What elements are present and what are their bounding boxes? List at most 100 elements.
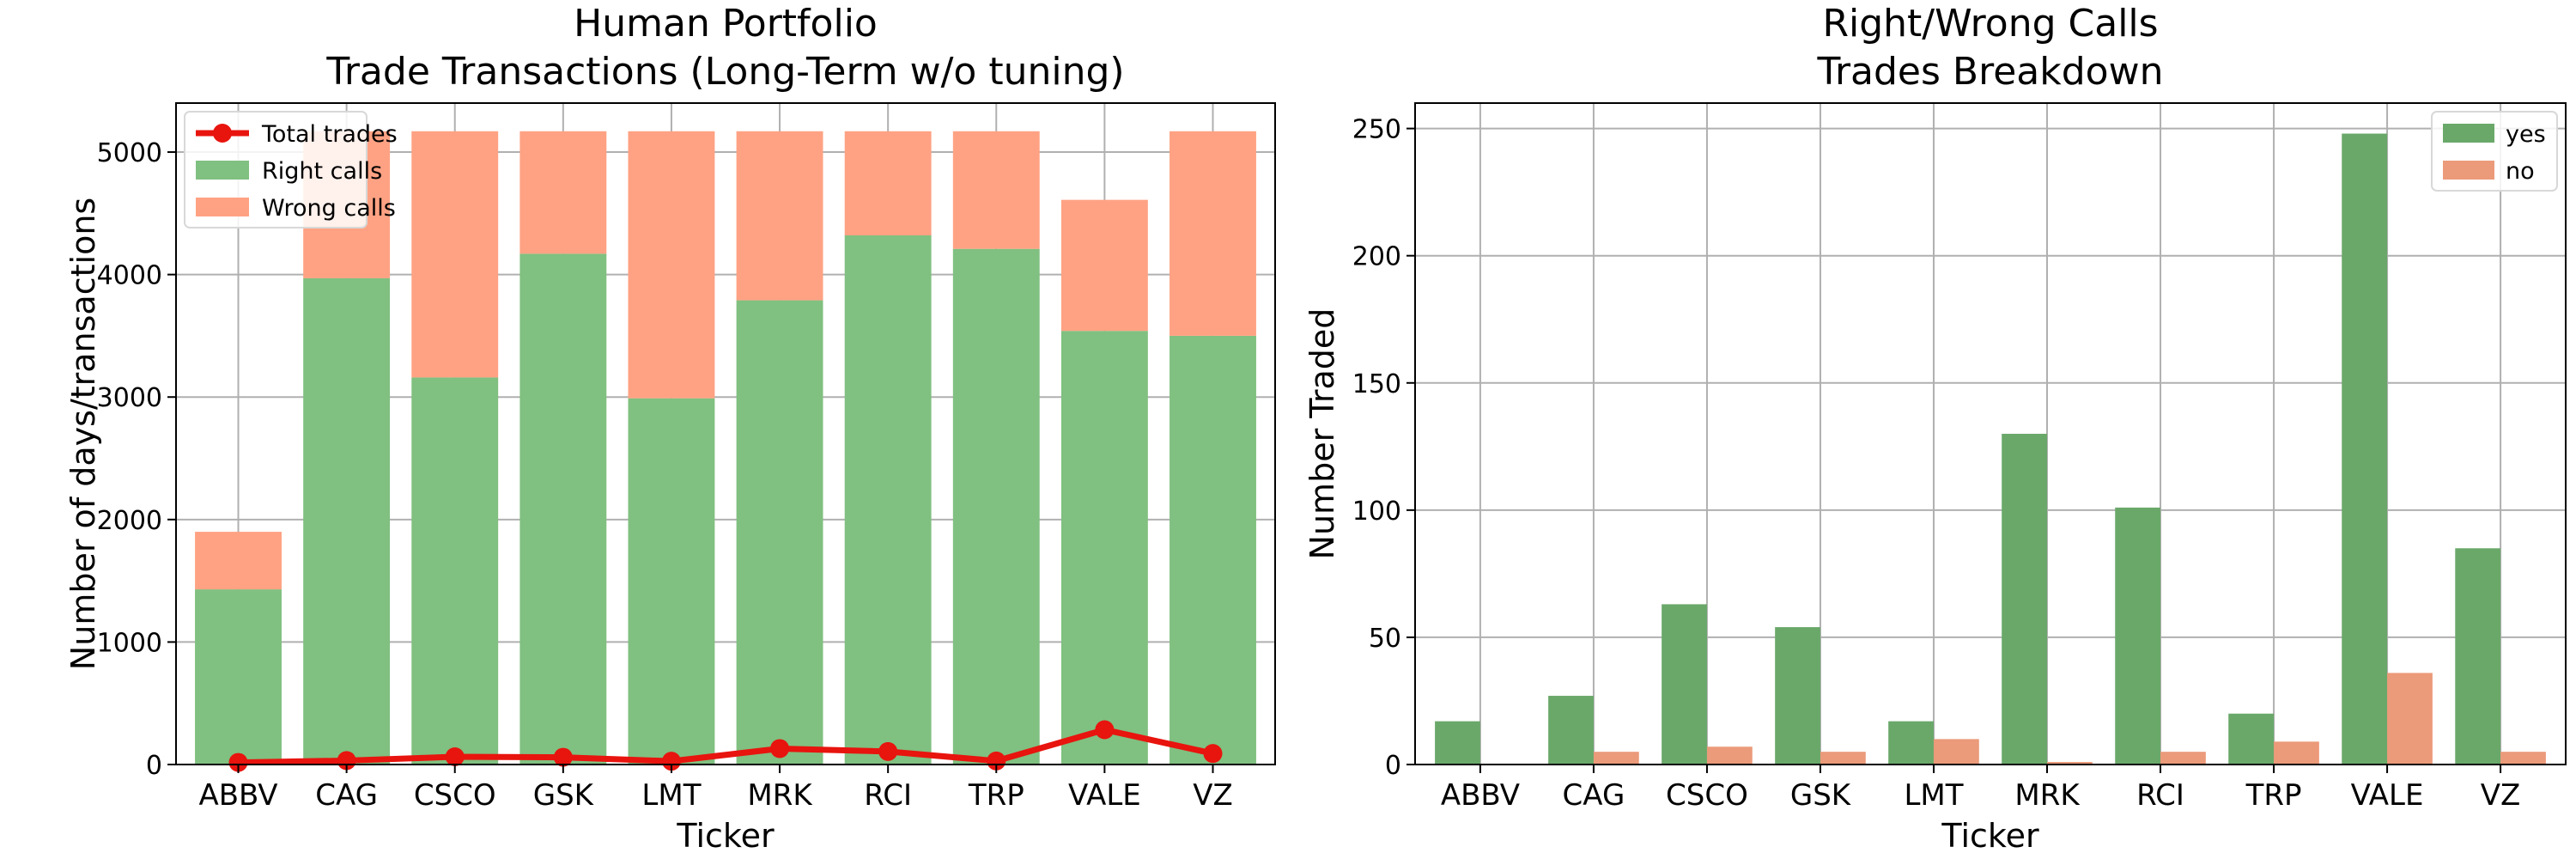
bar-yes-mrk (2002, 434, 2048, 765)
bar-wrong-calls-vale (1060, 199, 1148, 332)
bar-no-vz (2500, 752, 2546, 765)
x-tick-label-gsk: GSK (533, 778, 595, 813)
y-tick-label: 150 (1352, 369, 1401, 399)
legend-label-yes: yes (2506, 121, 2546, 148)
chart-title-line1: Human Portfolio (574, 2, 878, 46)
x-axis-label: Ticker (1941, 817, 2039, 855)
bar-wrong-calls-csco (411, 131, 499, 378)
y-tick-label: 3000 (97, 383, 162, 413)
x-tick-label-vale: VALE (2351, 778, 2424, 813)
legend-label-right-calls: Right calls (262, 158, 382, 185)
bar-yes-vz (2455, 548, 2501, 765)
bar-wrong-calls-vz (1170, 131, 1256, 336)
chart-trade-transactions: Human Portfolio Trade Transactions (Long… (64, 2, 1276, 855)
y-tick-labels: 0 50 100 150 200 250 (1352, 115, 1415, 781)
x-tick-label-rci: RCI (864, 778, 912, 813)
y-tick-label: 2000 (97, 506, 162, 536)
bar-yes-gsk (1775, 627, 1820, 765)
legend: Total trades Right calls Wrong calls (184, 111, 398, 228)
x-tick-label-lmt: LMT (1904, 778, 1963, 813)
y-axis-label: Number of days/transactions (64, 198, 102, 670)
bar-yes-abbv (1435, 721, 1480, 765)
bar-no-trp (2274, 741, 2319, 765)
legend-swatch-right-calls (196, 161, 249, 180)
x-tick-labels: ABBV CAG CSCO GSK LMT MRK RCI TRP VALE VZ (1441, 765, 2521, 813)
y-tick-label: 1000 (97, 628, 162, 658)
bar-wrong-calls-mrk (736, 131, 823, 301)
x-tick-label-cag: CAG (315, 778, 378, 813)
bar-no-lmt (1933, 739, 1979, 765)
x-tick-label-abbv: ABBV (1441, 778, 1520, 813)
bar-right-calls-vale (1060, 331, 1148, 765)
point-total-trades-vale (1095, 720, 1115, 740)
y-axis-label: Number Traded (1303, 308, 1341, 560)
bar-no-gsk (1820, 752, 1866, 765)
y-tick-label: 100 (1352, 497, 1401, 527)
bar-right-calls-abbv (195, 589, 282, 765)
bar-no-vale (2387, 673, 2433, 765)
bar-wrong-calls-trp (952, 131, 1040, 249)
legend-swatch-wrong-calls (196, 198, 249, 216)
x-tick-label-vz: VZ (2481, 778, 2521, 813)
x-axis-label: Ticker (676, 817, 775, 855)
bar-right-calls-mrk (736, 300, 823, 765)
x-tick-label-gsk: GSK (1790, 778, 1852, 813)
y-tick-label: 200 (1352, 242, 1401, 272)
point-total-trades-lmt (661, 752, 681, 771)
grid (1415, 103, 2566, 765)
x-tick-labels: ABBV CAG CSCO GSK LMT MRK RCI TRP VALE VZ (198, 765, 1233, 813)
plot-frame (1414, 102, 2567, 765)
y-tick-label: 50 (1369, 624, 1401, 654)
y-tick-label: 4000 (97, 261, 162, 291)
bar-yes-vale (2342, 133, 2388, 765)
chart-title-line2: Trades Breakdown (1817, 50, 2164, 94)
x-tick-label-trp: TRP (2245, 778, 2302, 813)
bar-wrong-calls-lmt (628, 131, 715, 399)
plot-frame (175, 102, 1276, 765)
bar-no-cag (1593, 752, 1639, 765)
y-tick-label: 5000 (97, 138, 162, 168)
legend-marker-total-trades (213, 124, 232, 143)
total-trades-line (228, 720, 1223, 772)
x-tick-label-mrk: MRK (747, 778, 813, 813)
bar-right-calls-lmt (628, 398, 715, 765)
bar-no-csco (1706, 746, 1753, 765)
x-tick-label-vz: VZ (1193, 778, 1233, 813)
bar-yes-cag (1548, 696, 1594, 765)
y-tick-label: 250 (1352, 115, 1401, 145)
y-tick-labels: 0 1000 2000 3000 4000 5000 (97, 138, 176, 781)
legend-label-no: no (2506, 158, 2535, 185)
bar-right-calls-rci (844, 235, 932, 765)
total-trades-polyline (238, 726, 1214, 766)
point-total-trades-vz (1203, 744, 1223, 764)
point-total-trades-rci (878, 741, 898, 761)
x-tick-label-vale: VALE (1068, 778, 1141, 813)
bars (1435, 133, 2546, 765)
y-tick-label: 0 (1385, 751, 1401, 781)
chart-title-line2: Trade Transactions (Long-Term w/o tuning… (325, 50, 1124, 94)
bar-no-mrk (2047, 762, 2093, 765)
bar-wrong-calls-gsk (519, 131, 607, 254)
bar-right-calls-gsk (519, 253, 607, 765)
bar-wrong-calls-abbv (195, 532, 282, 590)
x-tick-label-cag: CAG (1563, 778, 1625, 813)
point-total-trades-mrk (770, 739, 790, 758)
x-tick-label-lmt: LMT (641, 778, 701, 813)
legend: yes no (2431, 111, 2558, 192)
point-total-trades-gsk (553, 747, 573, 767)
bar-wrong-calls-rci (844, 131, 932, 235)
x-tick-label-abbv: ABBV (198, 778, 277, 813)
legend-swatch-yes (2443, 124, 2494, 143)
bar-yes-csco (1662, 604, 1707, 765)
bars (195, 131, 1256, 765)
bar-right-calls-cag (303, 277, 391, 765)
y-tick-label: 0 (146, 751, 162, 781)
x-tick-label-mrk: MRK (2014, 778, 2081, 813)
bar-right-calls-vz (1170, 335, 1256, 765)
bar-yes-trp (2228, 713, 2275, 765)
legend-label-wrong-calls: Wrong calls (262, 195, 396, 222)
chart-right-wrong-calls: Right/Wrong Calls Trades Breakdown 0 50 10… (1303, 2, 2567, 855)
x-tick-label-trp: TRP (968, 778, 1024, 813)
x-tick-label-csco: CSCO (1666, 778, 1748, 813)
